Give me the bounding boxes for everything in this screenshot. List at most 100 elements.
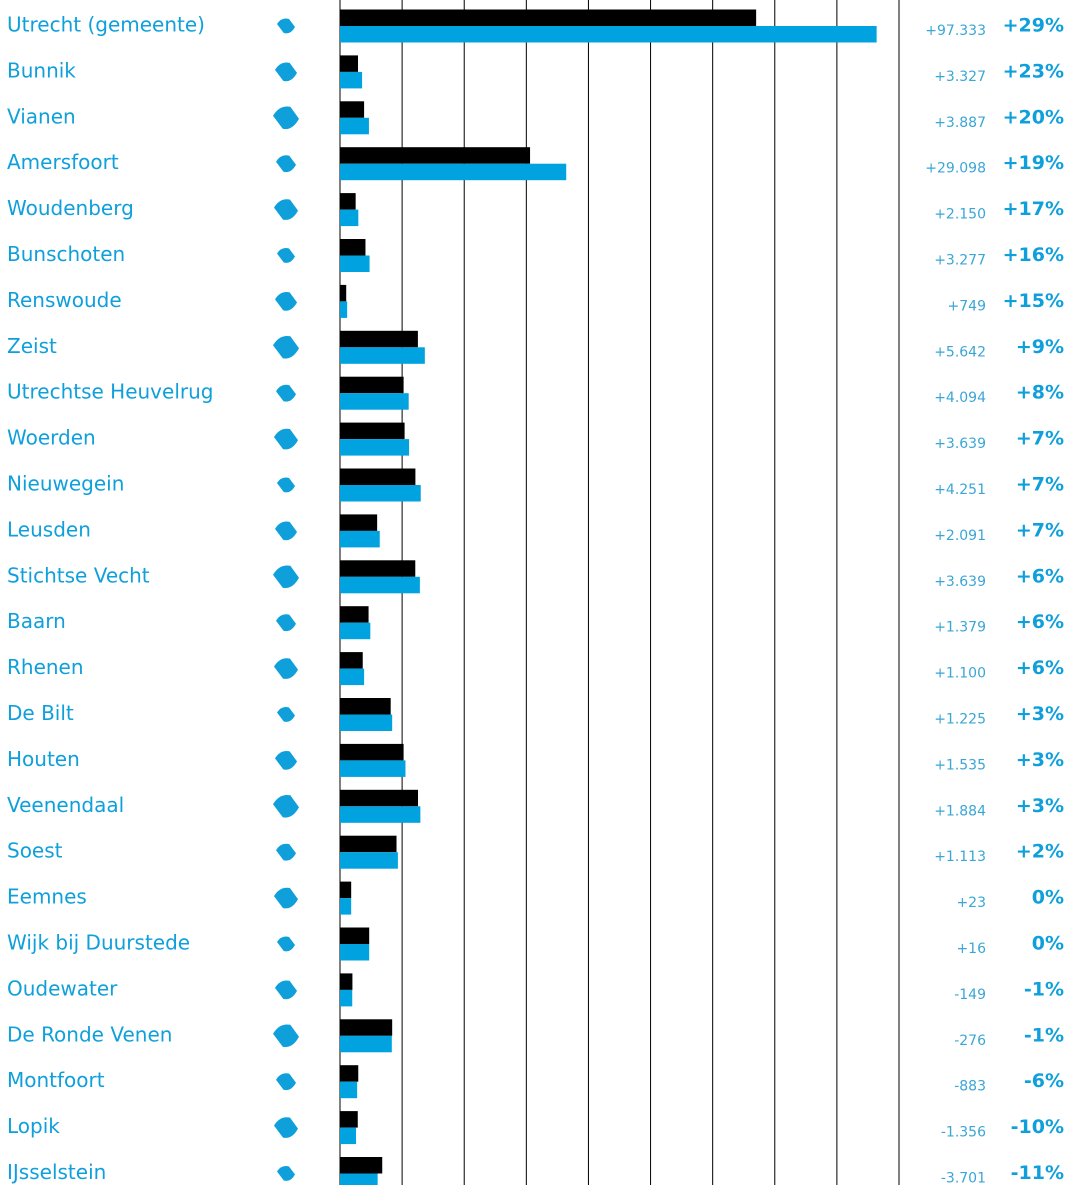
bar [340, 163, 567, 181]
bar [340, 881, 352, 899]
category-label: Bunnik [7, 58, 76, 82]
category-label: De Ronde Venen [7, 1022, 172, 1046]
bar [340, 652, 363, 669]
map-icon [273, 794, 299, 818]
bar [340, 193, 356, 210]
bar [340, 760, 406, 777]
bar [340, 576, 420, 594]
bar [340, 1081, 358, 1099]
change-label: +1.884 [934, 803, 986, 819]
change-label: +3.887 [934, 115, 986, 131]
category-label: Leusden [7, 517, 91, 541]
change-label: +3.639 [934, 436, 986, 452]
category-label: Veenendaal [7, 793, 124, 817]
bar [340, 989, 353, 1007]
bar [340, 973, 353, 990]
change-label: +1.100 [934, 666, 986, 682]
category-label: Lopik [7, 1114, 60, 1138]
map-icon [277, 18, 295, 34]
map-icon [275, 521, 297, 541]
change-label: +97.333 [925, 23, 986, 39]
change-label: +4.251 [934, 482, 986, 498]
category-label: Stichtse Vecht [7, 563, 150, 587]
change-label: +29.098 [925, 161, 986, 177]
bar [340, 209, 359, 227]
change-label: -3.701 [941, 1171, 986, 1186]
percent-label: +19% [1003, 152, 1064, 174]
percent-label: +8% [1016, 382, 1064, 404]
bar [340, 698, 391, 715]
bar [340, 1019, 393, 1036]
map-icon [275, 980, 297, 1000]
change-label: -276 [954, 1033, 986, 1049]
bar [340, 284, 347, 302]
change-label: +23 [956, 895, 986, 911]
percent-label: +15% [1003, 290, 1064, 312]
percent-label: -10% [1011, 1116, 1064, 1138]
change-label: +2.091 [934, 528, 986, 544]
percent-label: +23% [1003, 60, 1064, 82]
category-label: Vianen [7, 104, 76, 128]
bar [340, 1127, 357, 1145]
percent-label: +6% [1016, 611, 1064, 633]
change-label: +1.225 [934, 712, 986, 728]
category-label: Eemnes [7, 885, 87, 909]
bar [340, 714, 393, 731]
category-label: Baarn [7, 609, 66, 633]
map-icon [274, 428, 298, 450]
percent-label: +3% [1016, 703, 1064, 725]
category-label: Montfoort [7, 1068, 105, 1092]
bar [340, 147, 531, 164]
bar [340, 255, 370, 272]
map-icon [277, 477, 295, 493]
percent-label: +17% [1003, 198, 1064, 220]
category-label: IJsselstein [7, 1160, 106, 1184]
map-icon [275, 292, 297, 311]
bar [340, 9, 757, 26]
category-label: Nieuwegein [7, 472, 124, 496]
map-icon [273, 1024, 299, 1048]
percent-label: -1% [1024, 978, 1064, 1000]
map-icon [276, 843, 296, 861]
map-icon [276, 614, 296, 632]
bar [340, 789, 419, 807]
bar [340, 301, 348, 318]
percent-label: +7% [1016, 474, 1064, 496]
percent-label: +7% [1016, 428, 1064, 450]
percent-label: +3% [1016, 795, 1064, 817]
bar [340, 806, 421, 823]
percent-label: +16% [1003, 244, 1064, 266]
map-icon [274, 658, 298, 679]
bar [340, 71, 363, 89]
bar [340, 393, 409, 410]
change-label: +1.535 [934, 757, 986, 773]
change-label: -1.356 [941, 1125, 986, 1141]
category-label: Houten [7, 747, 80, 771]
change-label: +1.113 [934, 849, 986, 865]
category-label: Rhenen [7, 655, 84, 679]
map-icon [276, 384, 296, 402]
bar [340, 560, 416, 577]
map-icon [273, 565, 299, 589]
percent-label: +6% [1016, 565, 1064, 587]
map-icon [273, 335, 299, 359]
bar [340, 439, 410, 456]
percent-label: +2% [1016, 841, 1064, 863]
bar [340, 835, 397, 853]
category-label: Woudenberg [7, 196, 134, 220]
bar [340, 485, 421, 502]
map-icon [276, 1073, 296, 1091]
bar [340, 26, 877, 43]
percent-label: +9% [1016, 336, 1064, 358]
map-icon [277, 248, 295, 263]
category-label: Soest [7, 839, 63, 863]
bar [340, 852, 398, 869]
map-icon [277, 707, 295, 722]
bar [340, 1065, 359, 1082]
change-label: +1.379 [934, 620, 986, 636]
category-label: De Bilt [7, 701, 74, 725]
bar [340, 330, 418, 348]
change-label: +4.094 [934, 390, 986, 406]
category-label: Oudewater [7, 976, 118, 1000]
percent-label: +3% [1016, 749, 1064, 771]
